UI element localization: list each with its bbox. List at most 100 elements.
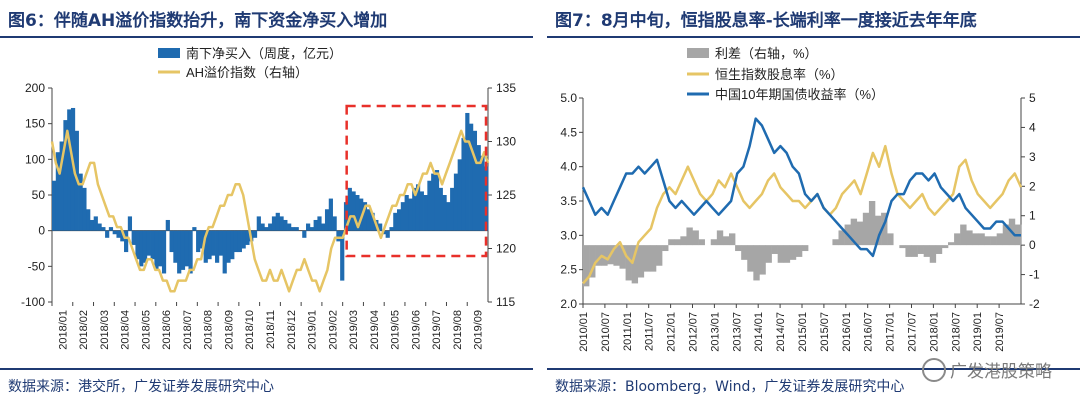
southbound-bar <box>211 230 216 256</box>
x-tick-label: 2011/01 <box>622 312 634 351</box>
spread-bar <box>729 233 736 246</box>
x-tick-label: 2010/01 <box>578 312 590 352</box>
watermark-text: 广发港股策略 <box>950 362 1052 382</box>
spread-bar <box>948 242 955 246</box>
southbound-bar <box>332 216 337 231</box>
southbound-bar <box>287 223 292 231</box>
y-right-tick-label: 5 <box>1029 91 1036 105</box>
y-right-tick-label: 125 <box>496 188 516 202</box>
x-tick-label: 2016/07 <box>863 312 875 352</box>
southbound-bar <box>268 223 273 231</box>
southbound-bar <box>340 230 345 281</box>
x-tick-label: 2018/02 <box>78 310 90 350</box>
x-tick-label: 2012/01 <box>666 312 678 352</box>
x-tick-label: 2018/11 <box>265 310 277 349</box>
spread-bar <box>583 245 590 287</box>
x-tick-label: 2015/01 <box>797 312 809 352</box>
southbound-bar <box>237 230 242 253</box>
southbound-bar <box>52 180 57 231</box>
spread-bar <box>832 239 839 246</box>
southbound-bar <box>97 223 102 231</box>
southbound-bar <box>362 202 368 231</box>
spread-bar <box>722 236 730 246</box>
highlight-box <box>345 104 488 258</box>
southbound-bar <box>93 216 98 231</box>
x-tick-label: 2018/03 <box>99 310 111 350</box>
southbound-bar <box>142 230 148 263</box>
spread-bar <box>747 245 754 272</box>
y-right-tick-label: 120 <box>496 242 516 256</box>
spread-bar <box>674 239 681 246</box>
southbound-bar <box>476 145 481 231</box>
spread-bar <box>802 245 809 252</box>
x-tick-label: 2014/07 <box>775 312 787 352</box>
x-tick-label: 2019/07 <box>431 310 443 350</box>
y-left-tick-label: -100 <box>21 295 45 309</box>
x-tick-label: 2019/06 <box>410 310 422 350</box>
right-bottom-rule <box>547 368 1080 370</box>
southbound-bar <box>427 180 432 231</box>
y-left-tick-label: 50 <box>32 188 46 202</box>
spread-bar <box>759 245 766 275</box>
southbound-bar <box>131 230 136 245</box>
southbound-bar <box>78 173 83 231</box>
x-tick-label: 2018/06 <box>161 310 173 350</box>
southbound-bar <box>256 216 261 231</box>
y-right-tick-label: 115 <box>496 295 515 309</box>
y-right-tick-label: 0 <box>1029 238 1036 252</box>
y-right-tick-label: 1 <box>1029 209 1036 223</box>
left-source-note: 数据来源：港交所，广发证券发展研究中心 <box>8 379 274 395</box>
x-tick-label: 2010/07 <box>600 312 612 352</box>
watermark: 广发港股策略 <box>922 357 1052 382</box>
x-tick-label: 2019/01 <box>307 310 319 350</box>
southbound-bar <box>366 209 371 231</box>
southbound-bar <box>279 216 284 231</box>
spread-bar <box>735 245 742 252</box>
spread-bar <box>601 245 608 266</box>
x-tick-label: 2013/01 <box>709 312 721 352</box>
x-tick-label: 2016/01 <box>841 312 853 352</box>
spread-bar <box>887 233 894 246</box>
right-panel: 图7：8月中旬，恒指股息率-长端利率一度接近去年年底 5.0 4.5 4.0 3.5 3… <box>547 0 1080 411</box>
spread-bar <box>996 233 1004 246</box>
spread-bar <box>649 245 657 272</box>
spread-bar <box>899 245 906 249</box>
spread-bar <box>990 236 997 246</box>
southbound-bar <box>453 173 459 231</box>
spread-bar <box>868 201 876 246</box>
legend-label-spread: 利差（右轴，%） <box>715 46 818 61</box>
x-tick-label: 2019/09 <box>473 310 485 350</box>
southbound-bar <box>222 230 227 274</box>
southbound-bar <box>480 155 485 231</box>
y-left-tick-label: 5.0 <box>560 91 577 105</box>
left-top-rule <box>0 36 533 38</box>
southbound-bar <box>150 230 155 260</box>
spread-bar <box>972 233 979 246</box>
southbound-bar <box>336 230 341 242</box>
x-tick-label: 2019/04 <box>369 310 381 350</box>
southbound-bar <box>397 209 402 231</box>
x-tick-label: 2013/07 <box>731 312 743 352</box>
x-tick-label: 2017/07 <box>907 312 919 352</box>
legend-swatch-southbound <box>158 48 180 58</box>
southbound-bar <box>450 187 455 231</box>
southbound-bar <box>135 230 140 260</box>
southbound-bar <box>120 230 125 242</box>
southbound-bar <box>469 123 474 231</box>
spread-bar <box>881 212 888 246</box>
x-tick-label: 2019/03 <box>348 310 360 350</box>
southbound-bar <box>196 230 201 253</box>
spread-bar <box>710 239 718 246</box>
x-tick-label: 2017/01 <box>885 312 897 352</box>
southbound-bar <box>233 230 239 253</box>
spread-bar <box>941 245 949 249</box>
southbound-bar <box>317 216 322 231</box>
legend-label-ah: AH溢价指数（右轴） <box>186 65 308 80</box>
cn-10y-line <box>581 117 1021 258</box>
y-left-tick-label: 100 <box>25 152 45 166</box>
southbound-bar <box>184 230 189 267</box>
spread-bar <box>923 245 931 257</box>
wechat-logo-icon <box>922 357 946 382</box>
x-tick-label: 2012/07 <box>688 312 700 352</box>
southbound-bar <box>434 170 440 231</box>
